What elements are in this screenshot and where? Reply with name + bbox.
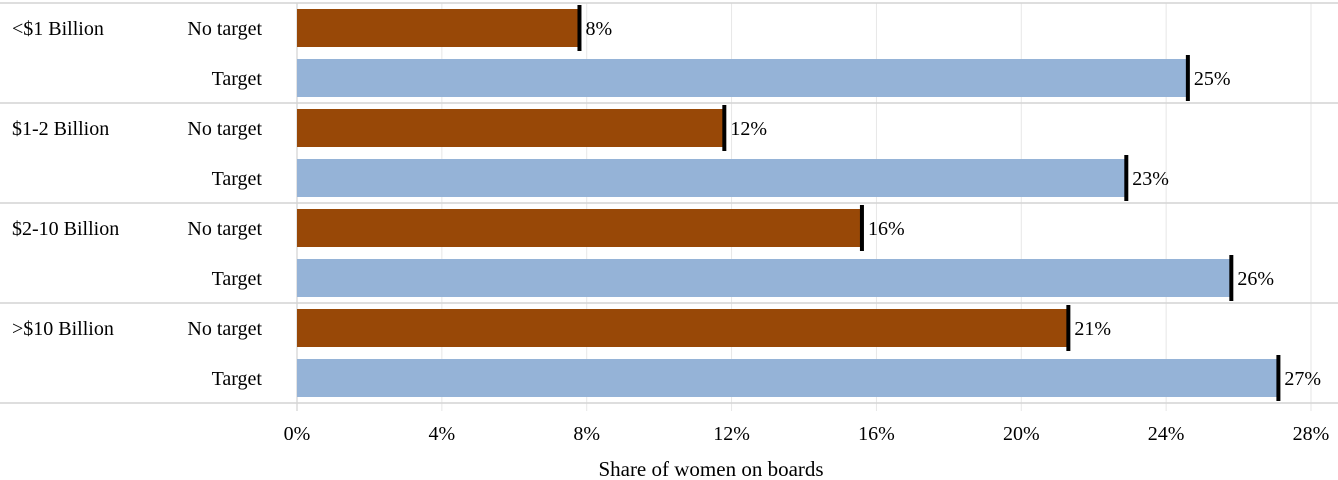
series-label: No target bbox=[187, 18, 262, 40]
labels: <$1 Billion No target 8% Target 25% $1-2 Bill… bbox=[12, 18, 1321, 390]
group-separators bbox=[0, 2, 1338, 404]
bar bbox=[297, 9, 580, 47]
bar bbox=[297, 309, 1069, 347]
x-axis-ticks: 0% 4% 8% 12% 16% 20% 24% 28% bbox=[284, 423, 1330, 445]
data-label: 12% bbox=[730, 118, 767, 140]
series-label: Target bbox=[212, 268, 263, 290]
series-label: No target bbox=[187, 318, 262, 340]
category-label: $1-2 Billion bbox=[12, 118, 109, 140]
x-tick-label: 24% bbox=[1148, 423, 1185, 445]
series-label: Target bbox=[212, 168, 263, 190]
series-label: Target bbox=[212, 68, 263, 90]
x-tick-label: 8% bbox=[573, 423, 600, 445]
data-label: 8% bbox=[585, 18, 612, 40]
x-axis-title: Share of women on boards bbox=[598, 457, 823, 480]
category-label: $2-10 Billion bbox=[12, 218, 119, 240]
data-label: 25% bbox=[1194, 68, 1231, 90]
data-label: 21% bbox=[1074, 318, 1111, 340]
bar bbox=[297, 59, 1188, 97]
series-label: No target bbox=[187, 118, 262, 140]
bar bbox=[297, 259, 1232, 297]
bar bbox=[297, 359, 1279, 397]
x-tick-label: 4% bbox=[429, 423, 456, 445]
x-tick-label: 28% bbox=[1293, 423, 1330, 445]
data-label: 16% bbox=[868, 218, 905, 240]
x-tick-label: 16% bbox=[858, 423, 895, 445]
data-label: 27% bbox=[1284, 368, 1321, 390]
data-label: 26% bbox=[1237, 268, 1274, 290]
series-label: No target bbox=[187, 218, 262, 240]
category-label: <$1 Billion bbox=[12, 18, 104, 40]
data-label: 23% bbox=[1132, 168, 1169, 190]
x-tick-label: 12% bbox=[713, 423, 750, 445]
bars bbox=[297, 5, 1281, 401]
bar bbox=[297, 109, 725, 147]
category-label: >$10 Billion bbox=[12, 318, 114, 340]
x-tick-label: 20% bbox=[1003, 423, 1040, 445]
bar bbox=[297, 159, 1127, 197]
series-label: Target bbox=[212, 368, 263, 390]
bar bbox=[297, 209, 862, 247]
x-tick-label: 0% bbox=[284, 423, 311, 445]
